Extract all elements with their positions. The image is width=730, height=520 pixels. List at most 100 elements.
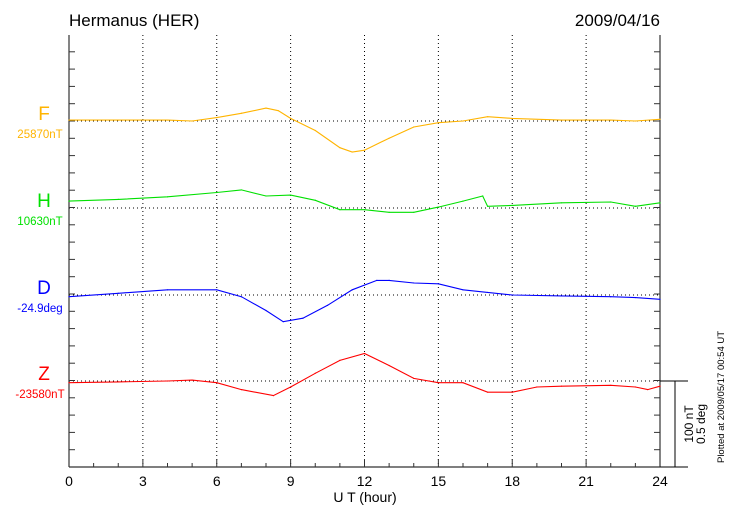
data-point-h [487,205,489,207]
data-point-d [282,321,284,323]
data-point-z [462,382,464,384]
data-point-z [290,386,292,388]
data-point-d [610,296,612,298]
data-point-z [166,380,169,382]
x-tick-label: 0 [65,473,73,489]
data-point-f [166,119,169,121]
x-tick-label: 12 [357,473,373,489]
data-point-h [462,200,464,202]
data-point-z [511,391,513,393]
data-point-h [314,199,316,201]
x-axis-label: U T (hour) [333,489,396,505]
data-point-f [462,120,464,122]
x-tick-label: 18 [504,473,520,489]
series-line-f [69,107,661,153]
data-point-d [376,279,378,281]
grid [69,35,660,467]
axes [68,35,661,468]
data-point-d [265,309,267,312]
series-line-h [68,189,661,213]
data-point-h [659,202,661,204]
series-name-h: H [37,191,51,212]
data-point-z [437,382,439,384]
data-point-h [240,189,242,191]
data-point-f [413,126,415,128]
data-point-z [634,386,636,388]
data-point-f [240,112,242,114]
data-point-d [560,295,563,297]
data-point-f [265,107,267,109]
chart-title: Hermanus (HER) [69,11,199,30]
data-point-d [68,296,70,298]
data-point-z [272,395,274,397]
plotted-at-footnote: Plotted at 2009/05/17 00:54 UT [716,331,727,463]
data-point-d [166,289,169,291]
data-point-z [560,385,563,387]
series-lines [68,107,661,397]
data-point-f [216,116,218,119]
data-point-d [413,282,415,284]
data-point-d [326,304,329,306]
data-point-z [413,377,415,380]
data-point-z [240,389,242,391]
baseline-value-d: -24.9deg [17,303,62,315]
data-point-h [290,194,292,196]
data-point-h [265,195,267,197]
chart-date: 2009/04/16 [575,11,660,30]
data-point-f [487,116,489,118]
data-point-f [511,117,513,120]
data-point-f [363,149,366,151]
data-point-h [339,209,341,211]
baseline-value-h: 10630nT [17,216,62,228]
data-point-z [191,379,193,381]
x-tick-label: 9 [287,473,295,489]
data-point-f [634,120,636,122]
data-point-h [388,211,390,213]
data-point-h [634,205,636,207]
data-point-d [240,296,242,298]
data-point-h [68,200,70,202]
data-point-d [216,289,218,291]
data-point-d [351,289,353,291]
data-point-h [363,209,366,211]
scale-bar: 100 nT 0.5 deg [660,380,708,468]
data-point-h [560,202,563,204]
x-tick-label: 15 [431,473,447,489]
data-point-f [68,119,70,121]
x-tick-label: 6 [213,473,221,489]
x-tick-label: 3 [139,473,147,489]
data-point-z [216,382,218,384]
data-point-h [166,196,169,198]
data-point-d [659,298,661,300]
data-point-h [413,211,415,213]
data-point-z [363,352,366,355]
series-name-f: F [38,104,50,125]
x-tick-labels: 0 3 6 9 12 15 18 21 24 [65,473,668,489]
data-point-f [191,120,193,122]
data-point-f [290,117,292,120]
data-point-z [487,391,489,393]
series-name-d: D [37,278,51,299]
data-point-h [216,191,218,194]
x-tick-label: 21 [578,473,594,489]
data-point-d [511,294,513,296]
data-point-d [634,296,636,299]
data-point-f [388,137,390,139]
data-point-f [351,151,353,153]
data-point-z [610,384,612,386]
data-point-d [462,289,464,291]
data-point-z [68,382,70,384]
data-point-f [437,122,439,124]
data-point-f [659,118,661,120]
baseline-value-f: 25870nT [17,129,62,141]
data-point-f [117,119,119,121]
data-point-f [314,129,316,132]
scale-label-nT: 100 nT [682,405,696,443]
data-point-h [610,201,612,203]
data-point-d [437,283,439,285]
series-labels: F 25870nT H 10630nT D -24.9deg Z -23580nT [15,104,64,401]
data-point-d [388,279,390,281]
data-point-z [536,386,538,388]
data-point-z [388,364,390,367]
